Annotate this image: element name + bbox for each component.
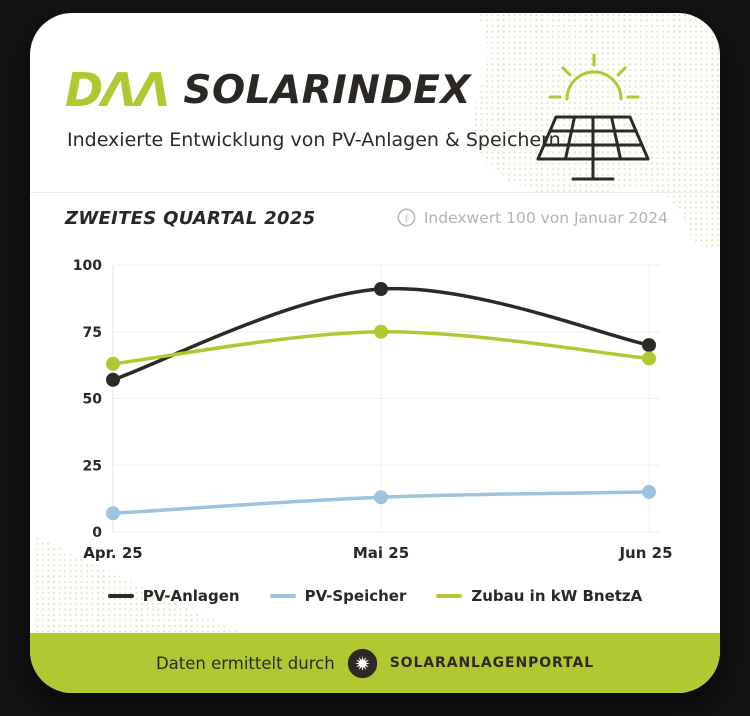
index-info-text: Indexwert 100 von Januar 2024 (423, 208, 668, 227)
footer-brand: SOLARANLAGENPORTAL (389, 655, 595, 671)
legend-item: PV-Speicher (269, 587, 407, 605)
data-point (642, 484, 656, 499)
x-axis-tick: Mai 25 (353, 544, 409, 562)
legend-swatch (269, 594, 296, 598)
sun-gear-icon (347, 648, 377, 678)
data-point (374, 490, 388, 505)
data-point (106, 372, 120, 387)
y-axis-tick: 25 (83, 458, 102, 474)
info-circle-icon: i (397, 208, 416, 227)
legend-label: PV-Speicher (304, 587, 407, 605)
index-info: i Indexwert 100 von Januar 2024 (397, 208, 668, 227)
page-subtitle: Indexierte Entwicklung von PV-Anlagen & … (67, 129, 561, 151)
legend-label: PV-Anlagen (142, 587, 240, 605)
header: DΛΛ SOLARINDEX (65, 67, 471, 113)
chart-legend: PV-Anlagen PV-Speicher Zubau in kW BnetzA (30, 587, 720, 605)
footer-text: Daten ermittelt durch (155, 653, 335, 673)
page-title: SOLARINDEX (183, 67, 471, 113)
y-axis-tick: 50 (83, 392, 103, 408)
data-point (106, 506, 120, 521)
section-title: ZWEITES QUARTAL 2025 (65, 208, 316, 229)
y-axis-tick: 75 (83, 325, 102, 341)
legend-item: PV-Anlagen (107, 587, 240, 605)
x-axis-tick: Jun 25 (618, 544, 672, 562)
header-divider (30, 192, 720, 193)
data-point (374, 282, 388, 297)
data-point (642, 338, 656, 353)
legend-swatch (436, 594, 463, 598)
svg-text:i: i (405, 212, 409, 225)
data-point (106, 356, 120, 371)
footer-bar: Daten ermittelt durch SOLARANLAGENPORTAL (30, 633, 720, 693)
y-axis-tick: 100 (73, 258, 102, 274)
legend-label: Zubau in kW BnetzA (471, 587, 643, 605)
chart-area: 0 25 50 75 100 Apr. 25 Mai 25 Jun 25 (68, 253, 683, 569)
data-point (374, 324, 388, 339)
data-point (642, 351, 656, 366)
legend-swatch (107, 594, 134, 598)
line-chart: 0 25 50 75 100 Apr. 25 Mai 25 Jun 25 (73, 258, 673, 562)
daa-logo: DΛΛ (65, 63, 170, 117)
solar-panel-sun-icon (536, 53, 650, 181)
y-axis-tick: 0 (92, 525, 102, 541)
legend-item: Zubau in kW BnetzA (436, 587, 642, 605)
infographic-card: DΛΛ SOLARINDEX Indexierte Entwicklung vo… (30, 13, 720, 693)
x-axis-tick: Apr. 25 (83, 544, 142, 562)
